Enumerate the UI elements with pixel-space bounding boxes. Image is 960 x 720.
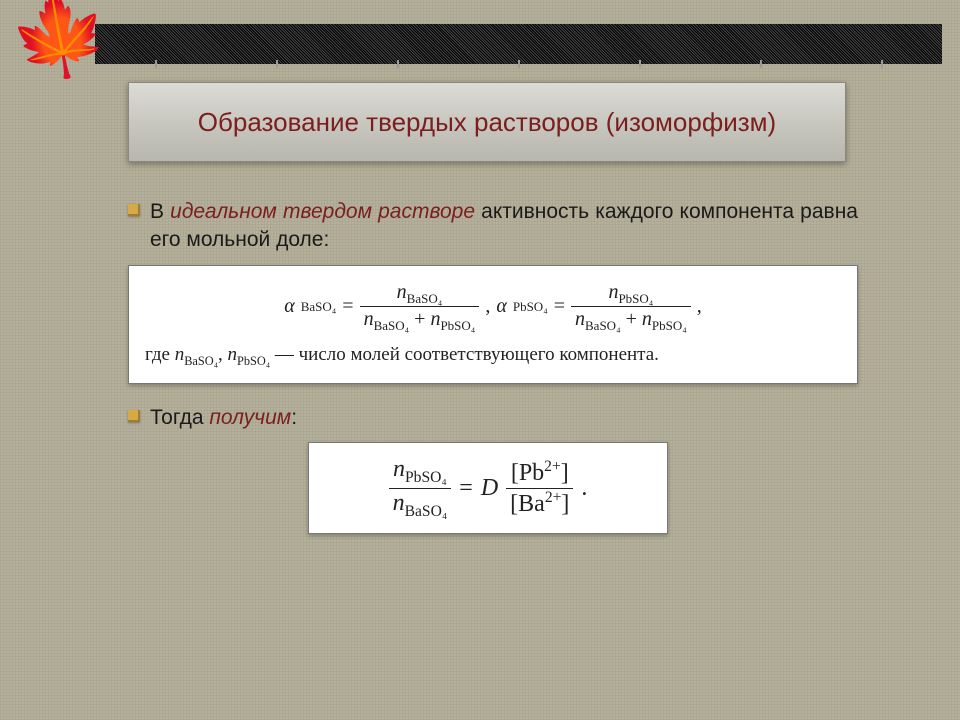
bullet-icon [128, 204, 140, 216]
bullet-2-text: Тогда получим: [150, 404, 297, 432]
formula-1-caption: где nBaSO₄, nPbSO₄ — число молей соответ… [145, 344, 841, 369]
bullet-1: В идеальном твердом растворе активность … [128, 198, 858, 255]
top-noise-band [95, 24, 942, 64]
leaf-decoration: 🍁 [4, 0, 116, 84]
bullet-1-text: В идеальном твердом растворе активность … [150, 198, 858, 255]
formula-1-equations: αBaSO₄ = nBaSO₄ nBaSO₄ + nPbSO₄ , αPbSO₄… [145, 280, 841, 334]
title-box: Образование твердых растворов (изоморфиз… [128, 82, 846, 162]
formula-1: αBaSO₄ = nBaSO₄ nBaSO₄ + nPbSO₄ , αPbSO₄… [128, 265, 858, 384]
content-area: В идеальном твердом растворе активность … [128, 198, 858, 534]
bullet-icon [128, 410, 140, 422]
bullet-2: Тогда получим: [128, 404, 858, 432]
tick-row [95, 60, 942, 68]
formula-2: nPbSO₄ nBaSO₄ = D [Pb2+] [Ba2+] . [308, 442, 668, 534]
slide-title: Образование твердых растворов (изоморфиз… [198, 107, 776, 138]
